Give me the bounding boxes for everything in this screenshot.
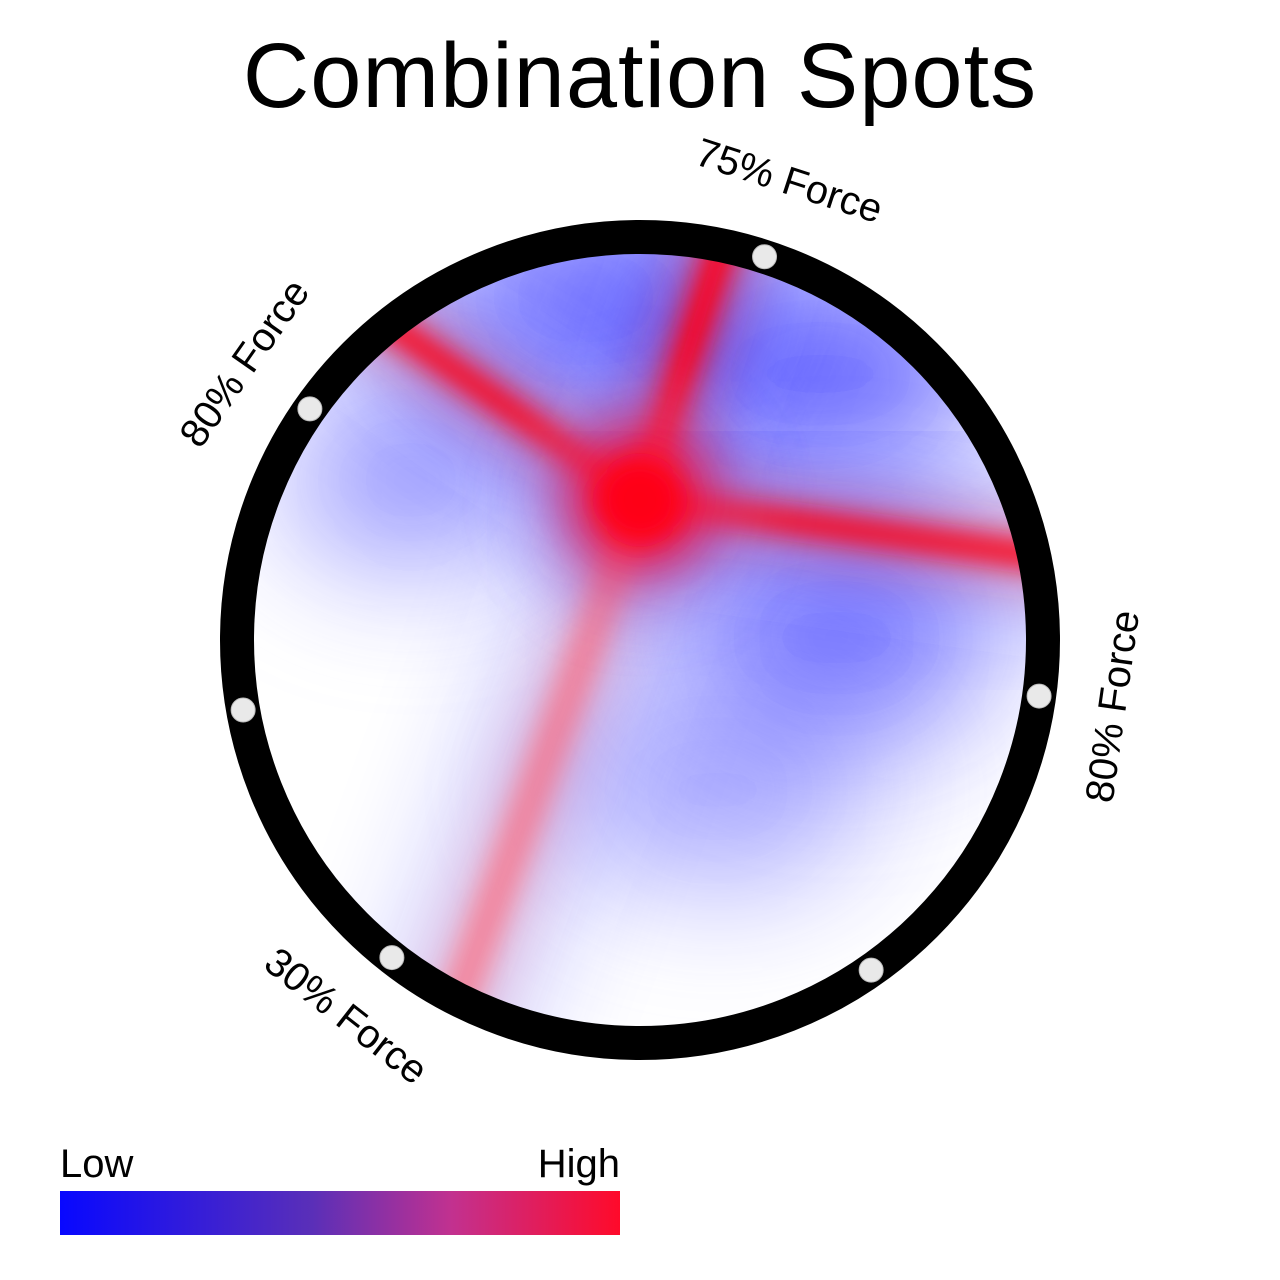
force-marker-label: 75% Force — [690, 130, 888, 232]
force-marker-dot — [298, 397, 322, 421]
legend: Low High — [60, 1142, 620, 1240]
force-marker-label: 80% Force — [1078, 608, 1148, 806]
legend-gradient-bar — [60, 1191, 620, 1235]
legend-low-label: Low — [60, 1142, 133, 1187]
force-marker-dot — [1027, 684, 1051, 708]
force-marker-dot — [753, 245, 777, 269]
heat-center-core — [600, 460, 679, 539]
force-marker-dot — [859, 958, 883, 982]
force-marker-dot — [231, 698, 255, 722]
force-marker-dot — [380, 946, 404, 970]
legend-high-label: High — [538, 1142, 620, 1187]
combination-spots-chart: 75% Force80% Force80% Force30% Force — [0, 0, 1280, 1280]
